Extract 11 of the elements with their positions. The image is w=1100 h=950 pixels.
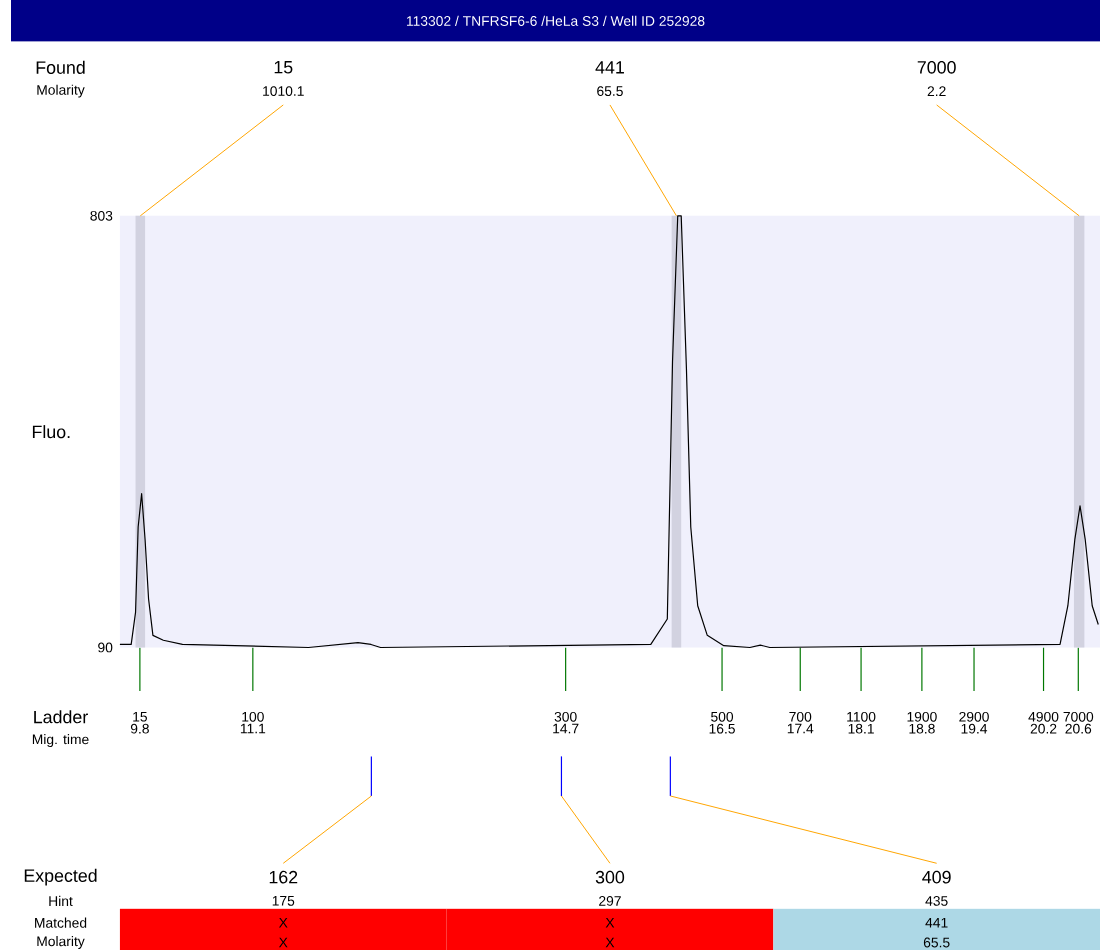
text: 15 — [274, 60, 293, 74]
y-axis-title: Fluo. — [32, 424, 70, 439]
text: 409 — [922, 870, 951, 884]
text: Ladder — [34, 710, 88, 724]
text: Found — [36, 60, 85, 74]
text: 162 — [269, 870, 298, 884]
text: 7000 — [917, 60, 956, 74]
text: Expected — [24, 868, 97, 886]
line-series — [119, 215, 1099, 648]
text: 300 — [595, 870, 625, 884]
text: 441 — [595, 61, 624, 74]
